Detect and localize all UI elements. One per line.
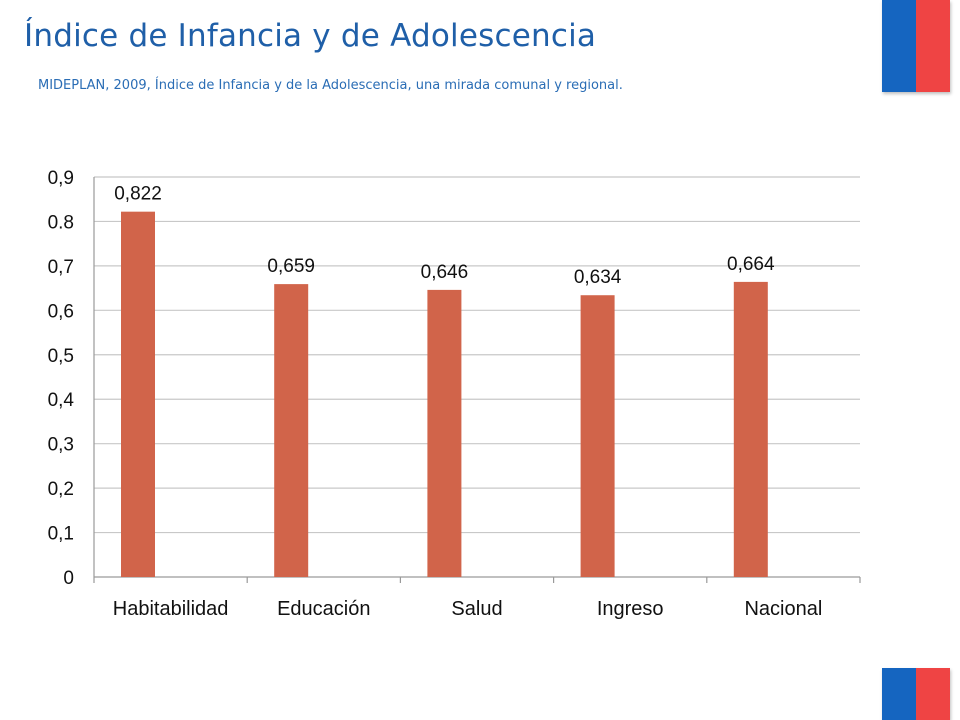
y-tick-label: 0,9	[48, 168, 74, 189]
data-label: 0,659	[267, 256, 315, 277]
bar	[274, 284, 309, 577]
data-label: 0,634	[574, 267, 622, 288]
chile-flag-logo-top	[882, 0, 950, 92]
y-tick-label: 0,1	[48, 524, 74, 545]
page-subtitle: MIDEPLAN, 2009, Índice de Infancia y de …	[38, 78, 623, 93]
y-tick-label: 0	[63, 568, 74, 589]
x-category-label: Ingreso	[597, 598, 664, 620]
x-category-label: Educación	[277, 598, 370, 620]
y-tick-label: 0.8	[48, 212, 74, 233]
data-label: 0,822	[114, 184, 162, 205]
y-tick-label: 0,4	[48, 390, 75, 411]
bar	[580, 295, 615, 577]
y-tick-label: 0,6	[48, 301, 74, 322]
y-tick-label: 0,5	[48, 346, 74, 367]
x-category-label: Habitabilidad	[113, 598, 229, 620]
y-tick-label: 0,7	[48, 257, 74, 278]
page-title: Índice de Infancia y de Adolescencia	[24, 18, 597, 54]
chile-flag-logo-bottom	[882, 668, 950, 720]
bar	[427, 289, 462, 577]
data-label: 0,646	[421, 262, 469, 283]
data-label: 0,664	[727, 254, 775, 275]
bar	[733, 281, 768, 577]
x-category-label: Salud	[451, 598, 502, 620]
y-tick-label: 0,2	[48, 479, 74, 500]
bar	[121, 211, 155, 577]
y-tick-label: 0,3	[48, 435, 74, 456]
x-category-label: Nacional	[744, 598, 822, 620]
